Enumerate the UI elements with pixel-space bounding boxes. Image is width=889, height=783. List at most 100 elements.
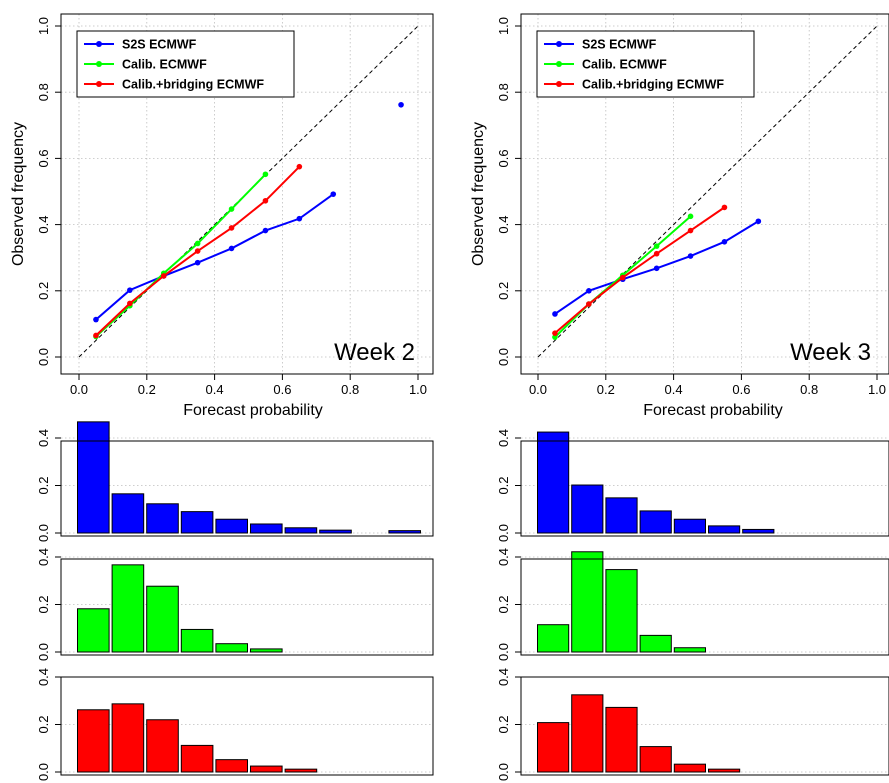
series-line bbox=[95, 193, 334, 321]
histogram-bar bbox=[146, 503, 179, 534]
histogram-bar bbox=[111, 564, 145, 653]
histogram-bar bbox=[639, 746, 672, 773]
histogram-bar bbox=[639, 634, 672, 653]
data-point bbox=[721, 204, 728, 211]
plot-frame bbox=[60, 558, 434, 656]
histogram-bar bbox=[673, 518, 706, 534]
data-point bbox=[296, 215, 303, 222]
legend-label: Calib.+bridging ECMWF bbox=[122, 78, 264, 92]
y-tick-label: 0.4 bbox=[36, 668, 51, 686]
histogram-bar bbox=[215, 518, 248, 534]
histogram-bar bbox=[77, 709, 110, 773]
data-point bbox=[127, 300, 133, 307]
x-tick-label: 0.6 bbox=[273, 382, 291, 397]
y-tick-label: 0.2 bbox=[496, 476, 511, 494]
series-line bbox=[95, 173, 267, 338]
y-tick-label: 0.2 bbox=[496, 715, 511, 733]
x-tick-label: 0.0 bbox=[70, 382, 88, 397]
y-tick-label: 0.0 bbox=[36, 524, 51, 542]
x-axis-label: Forecast probability bbox=[643, 402, 783, 419]
x-axis-label: Forecast probability bbox=[183, 402, 323, 419]
histogram-bar bbox=[180, 628, 214, 653]
diagonal-reference-line bbox=[78, 25, 419, 358]
data-point bbox=[552, 330, 558, 336]
data-point bbox=[296, 163, 303, 170]
data-point bbox=[653, 265, 660, 272]
y-tick-label: 0.0 bbox=[496, 763, 511, 781]
data-point bbox=[93, 332, 99, 339]
data-point bbox=[262, 197, 269, 204]
week3-hist-s2s-panel: 0.0 0.2 0.4 bbox=[496, 429, 889, 542]
data-point bbox=[330, 191, 337, 197]
y-tick-label: 0.6 bbox=[496, 149, 511, 167]
data-point bbox=[194, 240, 201, 247]
data-point bbox=[755, 218, 762, 225]
y-tick-label: 0.8 bbox=[36, 83, 51, 101]
legend-swatch-dot bbox=[556, 81, 562, 87]
x-tick-label: 0.2 bbox=[138, 382, 156, 397]
y-tick-label: 0.2 bbox=[496, 282, 511, 300]
y-tick-label: 0.2 bbox=[36, 282, 51, 300]
y-tick-label: 0.4 bbox=[496, 668, 511, 686]
histogram-bar bbox=[571, 551, 604, 653]
histogram-bar bbox=[708, 768, 741, 773]
histogram-bar bbox=[284, 768, 318, 773]
histogram-bar bbox=[319, 529, 352, 534]
legend-label: Calib.+bridging ECMWF bbox=[582, 78, 724, 92]
histogram-bar bbox=[146, 585, 179, 653]
y-tick-label: 1.0 bbox=[496, 17, 511, 35]
x-tick-label: 0.6 bbox=[732, 382, 750, 397]
histogram-bar bbox=[388, 530, 421, 534]
data-point bbox=[721, 239, 728, 245]
y-tick-label: 0.8 bbox=[496, 83, 511, 101]
data-point bbox=[687, 213, 694, 220]
data-point bbox=[127, 287, 133, 293]
y-tick-label: 0.0 bbox=[36, 763, 51, 781]
legend: S2S ECMWF Calib. ECMWF Calib.+bridging ECM… bbox=[536, 30, 755, 98]
data-point bbox=[653, 243, 660, 249]
plot-frame bbox=[520, 13, 889, 375]
data-point bbox=[228, 206, 235, 212]
y-tick-label: 0.4 bbox=[496, 548, 511, 566]
legend-swatch-dot bbox=[556, 61, 562, 67]
y-tick-label: 0.4 bbox=[496, 429, 511, 447]
week3-reliability-panel: 0.0 0.2 0.4 0.6 0.8 1.0 0.0 0.2 0.4 0.6 0.8 1.0 Fore… bbox=[470, 13, 889, 419]
week2-hist-s2s-panel: 0.0 0.2 0.4 bbox=[36, 421, 434, 542]
data-point bbox=[552, 334, 558, 340]
histogram-bar bbox=[146, 719, 179, 773]
x-tick-label: 0.0 bbox=[529, 382, 547, 397]
x-tick-label: 0.4 bbox=[206, 382, 224, 397]
histogram-bar bbox=[111, 493, 145, 534]
y-axis-label: Observed frequency bbox=[10, 122, 27, 266]
histogram-bar bbox=[605, 497, 638, 534]
histogram-bar bbox=[284, 527, 318, 534]
plot-frame bbox=[60, 676, 434, 776]
y-tick-label: 0.0 bbox=[496, 524, 511, 542]
x-tick-label: 0.8 bbox=[341, 382, 359, 397]
y-tick-label: 0.2 bbox=[36, 595, 51, 613]
data-point bbox=[552, 311, 558, 317]
plot-frame bbox=[520, 676, 889, 776]
series-line bbox=[554, 206, 726, 334]
histogram-bar bbox=[77, 608, 110, 653]
data-point bbox=[93, 316, 99, 323]
data-point bbox=[194, 248, 201, 254]
histogram-bar bbox=[605, 706, 638, 773]
y-tick-label: 0.0 bbox=[36, 348, 51, 366]
diagonal-reference-line bbox=[537, 25, 878, 358]
histogram-bar bbox=[537, 624, 570, 653]
x-tick-label: 0.8 bbox=[800, 382, 818, 397]
y-tick-label: 0.4 bbox=[496, 216, 511, 234]
data-point bbox=[398, 101, 404, 108]
y-tick-label: 0.0 bbox=[496, 348, 511, 366]
histogram-bar bbox=[111, 703, 145, 773]
week3-hist-bridging-panel: 0.0 0.2 0.4 bbox=[496, 668, 889, 781]
y-axis-label: Observed frequency bbox=[470, 122, 487, 266]
data-point bbox=[586, 301, 592, 307]
data-point bbox=[262, 171, 269, 178]
histogram-bar bbox=[742, 528, 775, 534]
y-tick-label: 0.2 bbox=[496, 595, 511, 613]
data-point bbox=[160, 273, 167, 279]
week2-hist-calib-panel: 0.0 0.2 0.4 bbox=[36, 548, 434, 661]
